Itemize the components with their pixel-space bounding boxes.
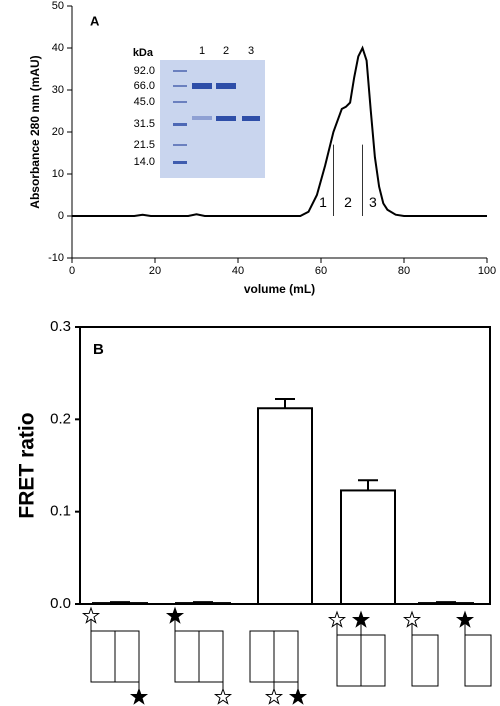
y-tick-label: 0.3: [50, 318, 71, 335]
y-tick-label: -10: [48, 252, 64, 264]
y-tick-label: 30: [52, 84, 64, 96]
x-tick-label: 0: [69, 265, 75, 277]
x-tick-label: 20: [149, 265, 161, 277]
acceptor-star: [351, 610, 371, 628]
donor-star: [264, 687, 284, 705]
gel-marker-label: 14.0: [134, 156, 155, 168]
x-tick-label: 40: [232, 265, 244, 277]
bar: [92, 602, 148, 605]
y-tick-label: 50: [52, 0, 64, 12]
y-tick-label: 40: [52, 42, 64, 54]
fraction-label: 3: [369, 194, 377, 210]
gel-lane-label: 1: [199, 45, 205, 57]
acceptor-star: [129, 687, 149, 705]
x-tick-label: 80: [398, 265, 410, 277]
y-tick-label: 10: [52, 168, 64, 180]
acceptor-star: [455, 610, 475, 628]
bar: [418, 602, 474, 605]
fraction-label: 1: [319, 194, 327, 210]
gel-marker-label: 21.5: [134, 139, 155, 151]
x-axis-label: volume (mL): [244, 282, 315, 296]
donor-star: [327, 610, 347, 628]
gel-marker-label: 31.5: [134, 118, 155, 130]
donor-star: [81, 606, 101, 624]
gel-header: kDa: [133, 47, 154, 59]
strand-diagrams: [90, 616, 492, 697]
x-tick-label: 60: [315, 265, 327, 277]
gel-marker-label: 45.0: [134, 96, 155, 108]
bar: [175, 602, 231, 605]
bar: [340, 489, 396, 605]
panel-letter: A: [90, 13, 100, 28]
x-tick-label: 100: [478, 265, 496, 277]
y-tick-label: 0.0: [50, 595, 71, 612]
panel-letter: B: [93, 341, 104, 358]
gel-image: [160, 60, 265, 178]
y-axis-label: Absorbance 280 nm (mAU): [28, 55, 42, 208]
gel-lane-label: 3: [248, 45, 254, 57]
y-tick-label: 0: [58, 210, 64, 222]
y-tick-label: 20: [52, 126, 64, 138]
y-tick-label: 0.2: [50, 410, 71, 427]
gel-marker-label: 66.0: [134, 80, 155, 92]
acceptor-star: [165, 606, 185, 624]
y-axis-label: FRET ratio: [16, 412, 39, 518]
donor-star: [402, 610, 422, 628]
donor-star: [213, 687, 233, 705]
bar: [257, 407, 313, 605]
fluorophore-stars: [81, 606, 475, 705]
acceptor-star: [288, 687, 308, 705]
gel-lane-label: 2: [223, 45, 229, 57]
chromatogram-line: [72, 45, 487, 217]
gel-marker-label: 92.0: [134, 65, 155, 77]
fraction-label: 2: [344, 194, 352, 210]
y-tick-label: 0.1: [50, 503, 71, 520]
